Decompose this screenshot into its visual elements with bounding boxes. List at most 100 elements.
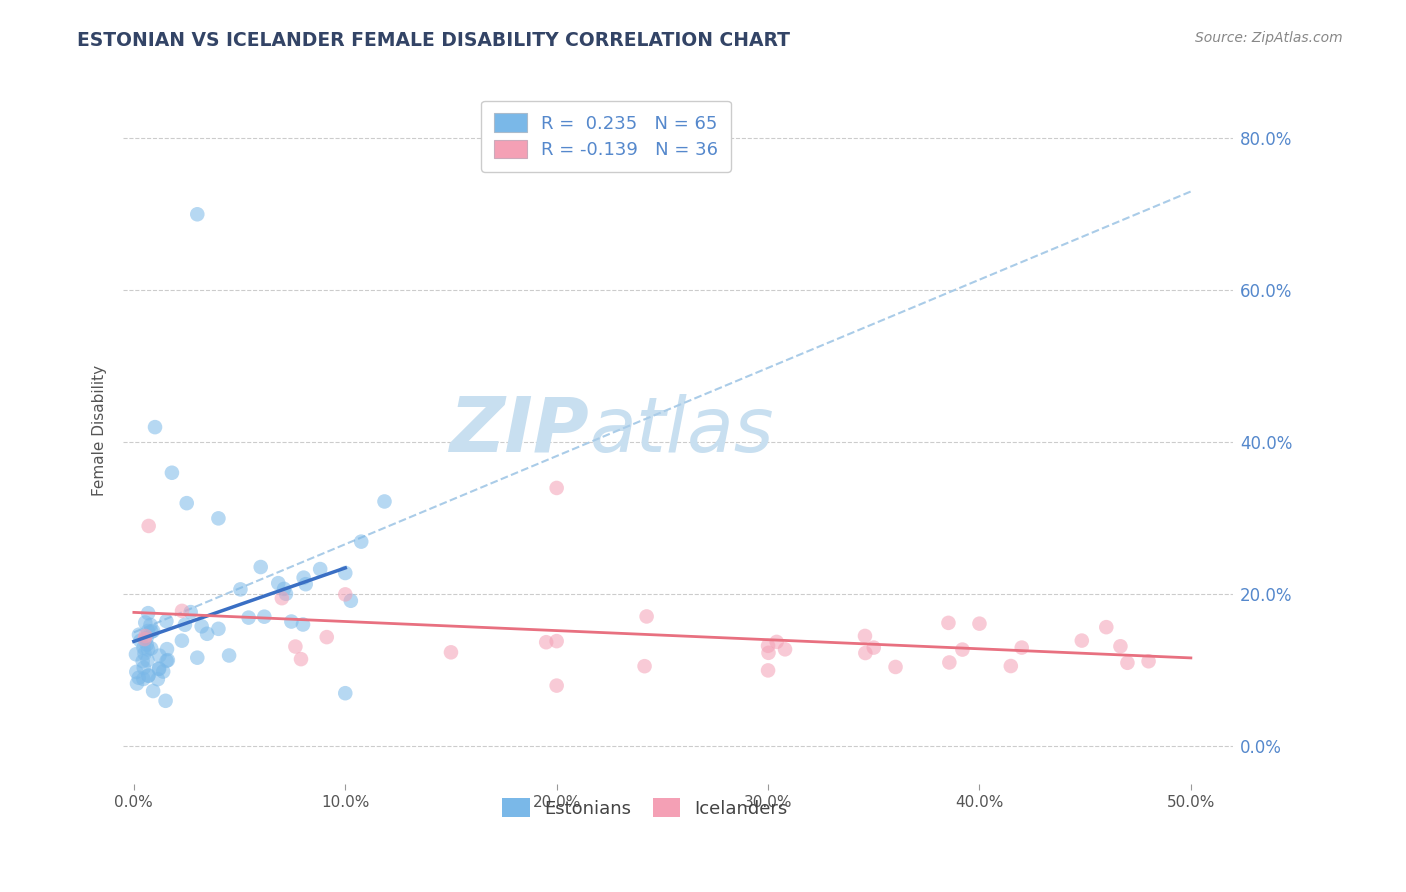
- Point: [315, 630, 337, 644]
- Point: [141, 624, 163, 639]
- Point: [136, 624, 159, 638]
- Point: [290, 652, 312, 666]
- Point: [180, 605, 202, 619]
- Point: [135, 638, 157, 652]
- Point: [174, 617, 197, 632]
- Point: [170, 604, 193, 618]
- Point: [125, 676, 148, 690]
- Point: [218, 648, 240, 663]
- Point: [170, 633, 193, 648]
- Text: ESTONIAN VS ICELANDER FEMALE DISABILITY CORRELATION CHART: ESTONIAN VS ICELANDER FEMALE DISABILITY …: [77, 31, 790, 50]
- Point: [952, 642, 974, 657]
- Point: [148, 648, 170, 663]
- Point: [756, 639, 779, 653]
- Point: [195, 627, 218, 641]
- Point: [253, 609, 276, 624]
- Point: [862, 640, 884, 655]
- Point: [756, 664, 779, 678]
- Point: [155, 614, 177, 628]
- Point: [340, 593, 363, 607]
- Point: [160, 466, 183, 480]
- Point: [1011, 640, 1033, 655]
- Point: [129, 633, 152, 648]
- Point: [155, 654, 177, 668]
- Point: [238, 610, 260, 624]
- Point: [176, 496, 198, 510]
- Point: [274, 587, 297, 601]
- Point: [1116, 656, 1139, 670]
- Point: [1095, 620, 1118, 634]
- Point: [1109, 640, 1132, 654]
- Point: [534, 635, 557, 649]
- Text: ZIP: ZIP: [450, 394, 589, 468]
- Point: [1000, 659, 1022, 673]
- Point: [373, 494, 395, 508]
- Point: [156, 653, 179, 667]
- Point: [136, 653, 159, 667]
- Point: [138, 668, 160, 682]
- Point: [190, 619, 212, 633]
- Point: [142, 624, 165, 638]
- Point: [134, 629, 156, 643]
- Point: [938, 615, 960, 630]
- Point: [884, 660, 907, 674]
- Point: [125, 665, 148, 679]
- Point: [125, 648, 148, 662]
- Point: [546, 679, 568, 693]
- Point: [155, 694, 177, 708]
- Point: [636, 609, 658, 624]
- Point: [128, 671, 150, 685]
- Point: [335, 686, 357, 700]
- Point: [969, 616, 991, 631]
- Point: [1070, 633, 1092, 648]
- Point: [309, 562, 332, 576]
- Point: [633, 659, 655, 673]
- Point: [292, 571, 315, 585]
- Point: [853, 629, 876, 643]
- Point: [207, 511, 229, 525]
- Point: [134, 632, 156, 646]
- Point: [229, 582, 252, 597]
- Point: [132, 672, 155, 686]
- Point: [853, 646, 876, 660]
- Point: [546, 481, 568, 495]
- Point: [152, 665, 174, 679]
- Point: [270, 591, 292, 606]
- Point: [139, 618, 162, 632]
- Point: [136, 606, 159, 620]
- Point: [134, 615, 156, 630]
- Point: [136, 642, 159, 657]
- Point: [335, 587, 357, 601]
- Point: [938, 656, 960, 670]
- Point: [132, 640, 155, 655]
- Point: [135, 631, 157, 645]
- Point: [207, 622, 229, 636]
- Point: [773, 642, 796, 657]
- Point: [143, 420, 166, 434]
- Point: [136, 669, 159, 683]
- Point: [132, 661, 155, 675]
- Point: [765, 635, 787, 649]
- Point: [128, 628, 150, 642]
- Point: [280, 615, 302, 629]
- Point: [291, 617, 314, 632]
- Point: [546, 634, 568, 648]
- Point: [148, 662, 170, 676]
- Point: [131, 654, 153, 668]
- Point: [139, 641, 162, 656]
- Point: [267, 576, 290, 591]
- Point: [142, 684, 165, 698]
- Point: [156, 642, 179, 657]
- Text: Source: ZipAtlas.com: Source: ZipAtlas.com: [1195, 31, 1343, 45]
- Point: [134, 647, 156, 661]
- Point: [284, 640, 307, 654]
- Point: [1137, 654, 1160, 668]
- Point: [186, 650, 208, 665]
- Point: [249, 560, 271, 574]
- Point: [146, 672, 169, 686]
- Point: [186, 207, 208, 221]
- Y-axis label: Female Disability: Female Disability: [93, 366, 107, 497]
- Point: [148, 662, 170, 676]
- Point: [758, 646, 780, 660]
- Legend: Estonians, Icelanders: Estonians, Icelanders: [495, 791, 794, 825]
